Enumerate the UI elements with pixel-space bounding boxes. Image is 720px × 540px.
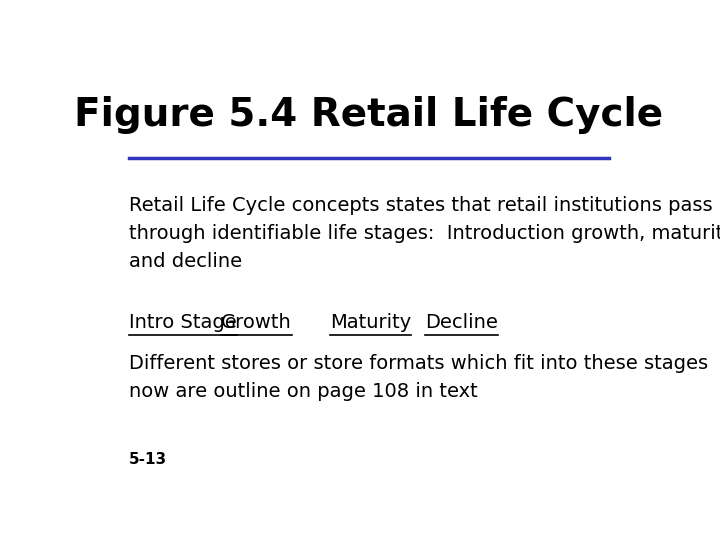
Text: Figure 5.4 Retail Life Cycle: Figure 5.4 Retail Life Cycle: [74, 96, 664, 134]
Text: Retail Life Cycle concepts states that retail institutions pass
through identifi: Retail Life Cycle concepts states that r…: [129, 196, 720, 271]
Text: Decline: Decline: [425, 313, 498, 332]
Text: 5-13: 5-13: [129, 453, 167, 467]
Text: Intro Stage: Intro Stage: [129, 313, 237, 332]
Text: Maturity: Maturity: [330, 313, 411, 332]
Text: Different stores or store formats which fit into these stages
now are outline on: Different stores or store formats which …: [129, 354, 708, 401]
Text: Growth: Growth: [221, 313, 292, 332]
